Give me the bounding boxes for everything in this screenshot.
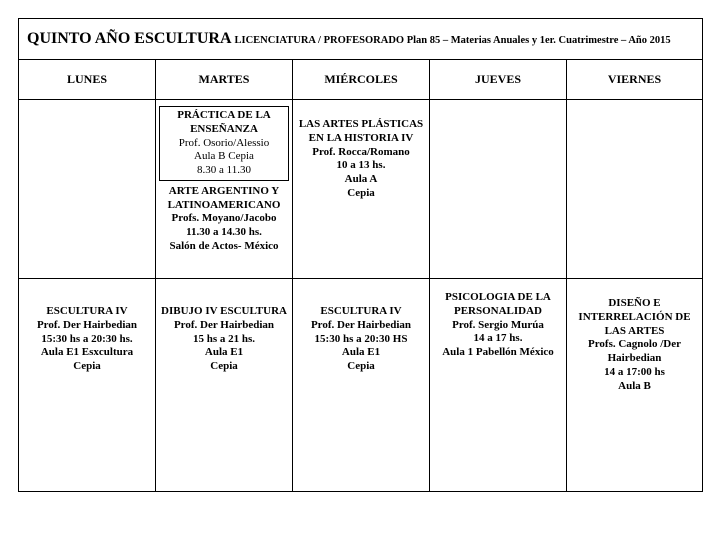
title-main: QUINTO AÑO ESCULTURA	[27, 30, 232, 47]
tue-dib-title: DIBUJO IV ESCULTURA	[161, 305, 287, 317]
wed-morning: LAS ARTES PLÁSTICAS EN LA HISTORIA IV Pr…	[293, 100, 430, 279]
fri-morning	[567, 100, 703, 279]
mon-esc-time: 15:30 hs a 20:30 hs.	[41, 333, 132, 345]
thu-psi-time: 14 a 17 hs.	[474, 332, 523, 344]
thu-psi-room: Aula 1 Pabellón México	[442, 346, 554, 358]
title-sub: LICENCIATURA / PROFESORADO Plan 85 – Mat…	[235, 35, 671, 46]
day-tue: MARTES	[156, 60, 293, 100]
day-thu: JUEVES	[430, 60, 567, 100]
day-wed: MIÉRCOLES	[293, 60, 430, 100]
schedule-table: QUINTO AÑO ESCULTURA LICENCIATURA / PROF…	[18, 18, 703, 492]
wed-artes-title: LAS ARTES PLÁSTICAS EN LA HISTORIA IV	[299, 118, 423, 144]
wed-artes-room2: Cepia	[347, 187, 375, 199]
tue-practica-title: PRÁCTICA DE LA ENSEÑANZA	[177, 109, 271, 135]
wed-esc-room2: Cepia	[347, 360, 375, 372]
day-fri: VIERNES	[567, 60, 703, 100]
day-mon: LUNES	[19, 60, 156, 100]
morning-row: PRÁCTICA DE LA ENSEÑANZA Prof. Osorio/Al…	[19, 100, 703, 279]
thu-afternoon: PSICOLOGIA DE LA PERSONALIDAD Prof. Serg…	[430, 279, 567, 492]
wed-esc-prof: Prof. Der Hairbedian	[311, 319, 411, 331]
mon-esc-room2: Cepia	[73, 360, 101, 372]
wed-artes-time: 10 a 13 hs.	[337, 159, 386, 171]
day-header-row: LUNES MARTES MIÉRCOLES JUEVES VIERNES	[19, 60, 703, 100]
fri-dis-prof: Profs. Cagnolo /Der Hairbedian	[588, 338, 681, 364]
tue-afternoon: DIBUJO IV ESCULTURA Prof. Der Hairbedian…	[156, 279, 293, 492]
wed-afternoon: ESCULTURA IV Prof. Der Hairbedian 15:30 …	[293, 279, 430, 492]
thu-psi-title: PSICOLOGIA DE LA PERSONALIDAD	[445, 291, 551, 317]
fri-dis-time: 14 a 17:00 hs	[604, 366, 665, 378]
tue-arte-title: ARTE ARGENTINO Y LATINOAMERICANO	[168, 185, 281, 211]
thu-psi-prof: Prof. Sergio Murúa	[452, 319, 544, 331]
tue-dib-room1: Aula E1	[205, 346, 243, 358]
tue-arte-block: ARTE ARGENTINO Y LATINOAMERICANO Profs. …	[159, 185, 289, 254]
afternoon-row: ESCULTURA IV Prof. Der Hairbedian 15:30 …	[19, 279, 703, 492]
tue-arte-prof: Profs. Moyano/Jacobo	[172, 212, 277, 224]
fri-dis-room: Aula B	[618, 380, 651, 392]
tue-dib-prof: Prof. Der Hairbedian	[174, 319, 274, 331]
tue-practica-prof: Prof. Osorio/Alessio	[179, 137, 269, 149]
tue-arte-time: 11.30 a 14.30 hs.	[186, 226, 262, 238]
tue-practica-room: Aula B Cepia	[194, 150, 254, 162]
tue-practica-time: 8.30 a 11.30	[197, 164, 251, 176]
mon-morning	[19, 100, 156, 279]
wed-esc-title: ESCULTURA IV	[320, 305, 401, 317]
thu-morning	[430, 100, 567, 279]
mon-esc-title: ESCULTURA IV	[46, 305, 127, 317]
wed-esc-time: 15:30 hs a 20:30 HS	[315, 333, 408, 345]
tue-dib-time: 15 hs a 21 hs.	[193, 333, 255, 345]
wed-artes-room1: Aula A	[345, 173, 378, 185]
mon-esc-prof: Prof. Der Hairbedian	[37, 319, 137, 331]
tue-arte-room: Salón de Actos- México	[169, 240, 278, 252]
tue-dib-room2: Cepia	[210, 360, 238, 372]
mon-afternoon: ESCULTURA IV Prof. Der Hairbedian 15:30 …	[19, 279, 156, 492]
tue-morning: PRÁCTICA DE LA ENSEÑANZA Prof. Osorio/Al…	[156, 100, 293, 279]
fri-dis-title: DISEÑO E INTERRELACIÓN DE LAS ARTES	[578, 297, 690, 337]
tue-practica-block: PRÁCTICA DE LA ENSEÑANZA Prof. Osorio/Al…	[159, 106, 289, 181]
title-row: QUINTO AÑO ESCULTURA LICENCIATURA / PROF…	[19, 19, 703, 60]
wed-artes-prof: Prof. Rocca/Romano	[312, 146, 410, 158]
wed-esc-room1: Aula E1	[342, 346, 380, 358]
title-cell: QUINTO AÑO ESCULTURA LICENCIATURA / PROF…	[19, 19, 703, 60]
mon-esc-room1: Aula E1 Esxcultura	[41, 346, 133, 358]
fri-afternoon: DISEÑO E INTERRELACIÓN DE LAS ARTES Prof…	[567, 279, 703, 492]
